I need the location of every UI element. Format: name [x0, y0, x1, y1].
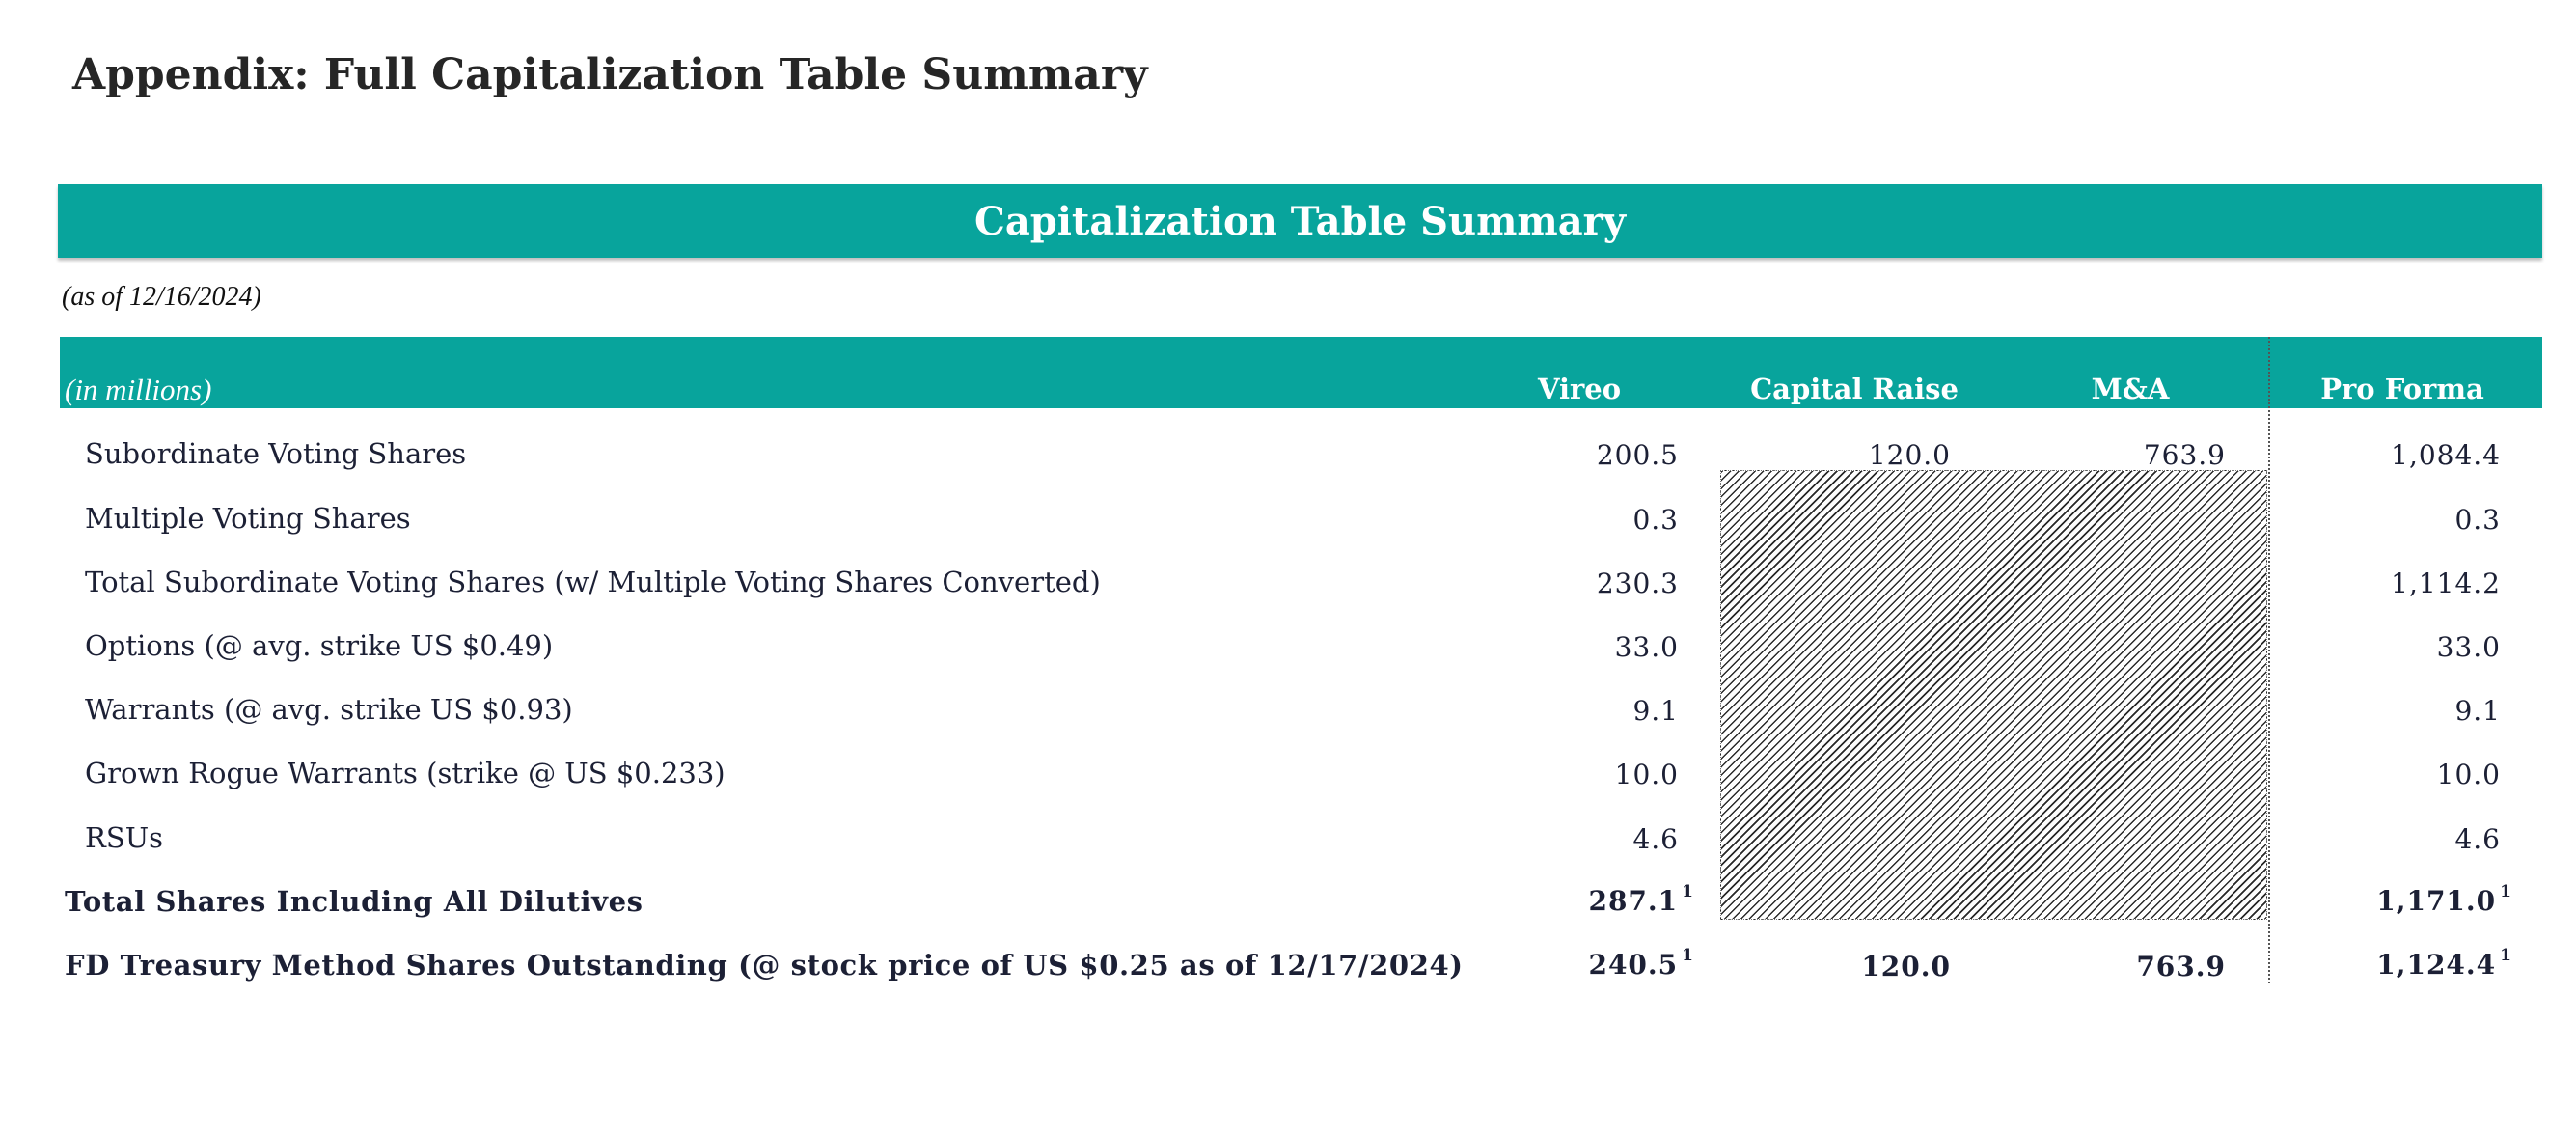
cell-pro-forma: 0.3 — [2454, 504, 2501, 536]
cell-capital-raise: 120.0 — [1868, 439, 1951, 471]
row-label-total-subordinate-voting-shares: Total Subordinate Voting Shares (w/ Mult… — [85, 566, 1101, 598]
cell-vireo: 0.3 — [1632, 504, 1679, 536]
row-label-fd-treasury-method-shares: FD Treasury Method Shares Outstanding (@… — [65, 949, 1464, 982]
row-label-rsus: RSUs — [85, 821, 164, 854]
cell-ma: 763.9 — [2143, 439, 2226, 471]
column-header-ma: M&A — [2091, 373, 2170, 405]
cell-vireo: 9.1 — [1632, 695, 1679, 727]
cell-pro-forma: 33.0 — [2436, 631, 2501, 663]
cell-ma-fd: 763.9 — [2136, 951, 2226, 983]
footnote-marker: 1 — [2500, 881, 2512, 901]
cell-pro-forma: 1,114.2 — [2391, 568, 2501, 599]
cell-capital-raise-fd: 120.0 — [1861, 951, 1951, 983]
cell-vireo: 230.3 — [1596, 568, 1679, 599]
row-label-subordinate-voting-shares: Subordinate Voting Shares — [85, 437, 467, 470]
footnote-marker: 1 — [1682, 881, 1694, 901]
table-header-bar — [60, 337, 2542, 408]
cell-vireo: 200.5 — [1596, 439, 1679, 471]
units-header: (in millions) — [65, 373, 212, 406]
cell-pro-forma: 4.6 — [2454, 823, 2501, 855]
column-header-vireo: Vireo — [1537, 373, 1622, 405]
pro-forma-divider — [2268, 337, 2270, 983]
row-label-grown-rogue-warrants: Grown Rogue Warrants (strike @ US $0.233… — [85, 757, 726, 789]
column-header-pro-forma: Pro Forma — [2320, 373, 2484, 405]
footnote-marker: 1 — [2500, 945, 2512, 965]
cell-vireo-total: 287.1 1 — [1588, 881, 1694, 917]
cell-vireo-fd: 240.5 1 — [1588, 945, 1694, 981]
cell-pro-forma-total: 1,171.0 1 — [2376, 881, 2512, 917]
hatched-not-applicable-area — [1720, 470, 2267, 920]
cell-pro-forma: 1,084.4 — [2391, 439, 2501, 471]
row-label-multiple-voting-shares: Multiple Voting Shares — [85, 502, 411, 535]
table-banner: Capitalization Table Summary — [58, 184, 2542, 258]
cell-pro-forma: 9.1 — [2454, 695, 2501, 727]
banner-title: Capitalization Table Summary — [974, 198, 1626, 244]
column-header-capital-raise: Capital Raise — [1750, 373, 1959, 405]
cell-pro-forma: 10.0 — [2436, 759, 2501, 790]
row-label-options: Options (@ avg. strike US $0.49) — [85, 629, 554, 662]
as-of-date: (as of 12/16/2024) — [62, 282, 261, 312]
cell-vireo: 33.0 — [1614, 631, 1679, 663]
footnote-marker: 1 — [1682, 945, 1694, 965]
row-label-warrants: Warrants (@ avg. strike US $0.93) — [85, 693, 573, 726]
cell-vireo: 4.6 — [1632, 823, 1679, 855]
page-title: Appendix: Full Capitalization Table Summ… — [72, 50, 1148, 99]
row-label-total-shares-including-dilutives: Total Shares Including All Dilutives — [65, 885, 644, 918]
cell-vireo: 10.0 — [1614, 759, 1679, 790]
cell-pro-forma-fd: 1,124.4 1 — [2376, 945, 2512, 981]
